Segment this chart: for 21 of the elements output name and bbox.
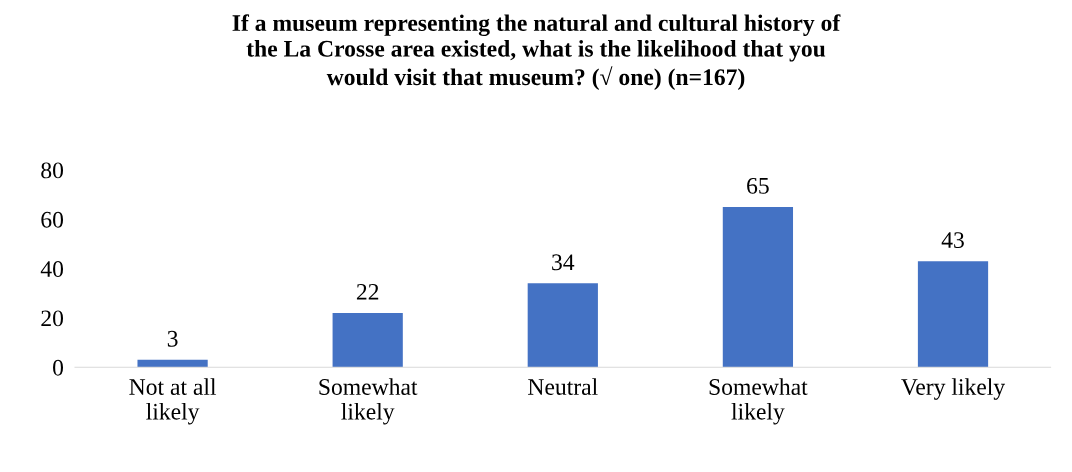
y-tick-label: 60 [41, 211, 64, 228]
data-label: 3 [167, 330, 178, 347]
y-tick-label: 80 [41, 162, 64, 179]
data-label: 22 [356, 283, 379, 300]
x-tick-label: Somewhat likely [709, 378, 808, 425]
bar [527, 283, 598, 368]
x-tick-label: Neutral [528, 378, 598, 395]
y-tick-label: 40 [40, 261, 64, 277]
data-label: 34 [552, 254, 575, 271]
bar [137, 359, 208, 368]
y-tick-label: 20 [41, 310, 64, 327]
data-label: 65 [747, 177, 769, 194]
y-tick-label: 0 [53, 359, 64, 376]
x-tick-label: Not at all likely [129, 378, 217, 425]
bar [722, 206, 794, 368]
x-tick-label: Very likely [901, 378, 1006, 400]
chart-title: If a museum representing the natural and cultural history of the La Crosse area existed, what is the likelihood that you would visit that museum? (√ one) (n=167) [232, 14, 841, 90]
data-label: 43 [941, 232, 964, 249]
bar [332, 312, 403, 368]
bar [917, 261, 989, 368]
x-tick-label: Somewhat likely [319, 378, 418, 425]
